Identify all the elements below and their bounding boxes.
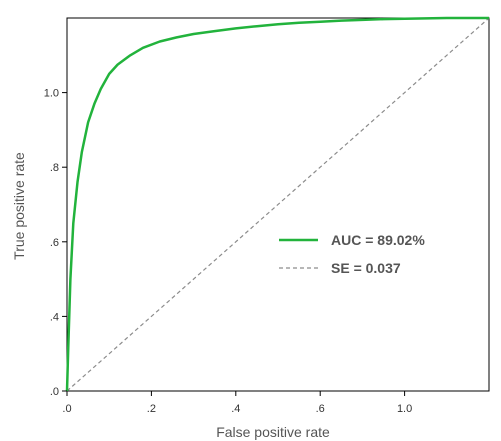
series-lines: [65, 16, 490, 392]
plot-frame: [66, 17, 490, 392]
y-tick-label: .6: [50, 237, 59, 249]
y-tick-label: .0: [50, 386, 59, 398]
legend-label-se: SE = 0.037: [331, 260, 401, 276]
x-axis-title: False positive rate: [216, 424, 330, 440]
legend-label-auc: AUC = 89.02%: [331, 232, 425, 248]
x-tick-label: 1.0: [397, 403, 412, 415]
x-tick-label: .0: [62, 403, 71, 415]
y-tick-label: .8: [50, 162, 59, 174]
x-axis-ticks: .0 .2 .4 .6 1.0: [62, 391, 412, 415]
y-axis-ticks: .0 .4 .6 .8 1.0: [44, 88, 67, 398]
y-tick-label: 1.0: [44, 88, 59, 100]
roc-curve: [65, 16, 489, 392]
x-tick-label: .2: [147, 403, 156, 415]
y-axis-title: True positive rate: [11, 152, 27, 260]
legend: AUC = 89.02% SE = 0.037: [279, 232, 425, 276]
x-tick-label: .4: [231, 403, 240, 415]
reference-diagonal: [66, 17, 490, 392]
y-tick-label: .4: [50, 311, 59, 323]
x-tick-label: .6: [316, 403, 325, 415]
